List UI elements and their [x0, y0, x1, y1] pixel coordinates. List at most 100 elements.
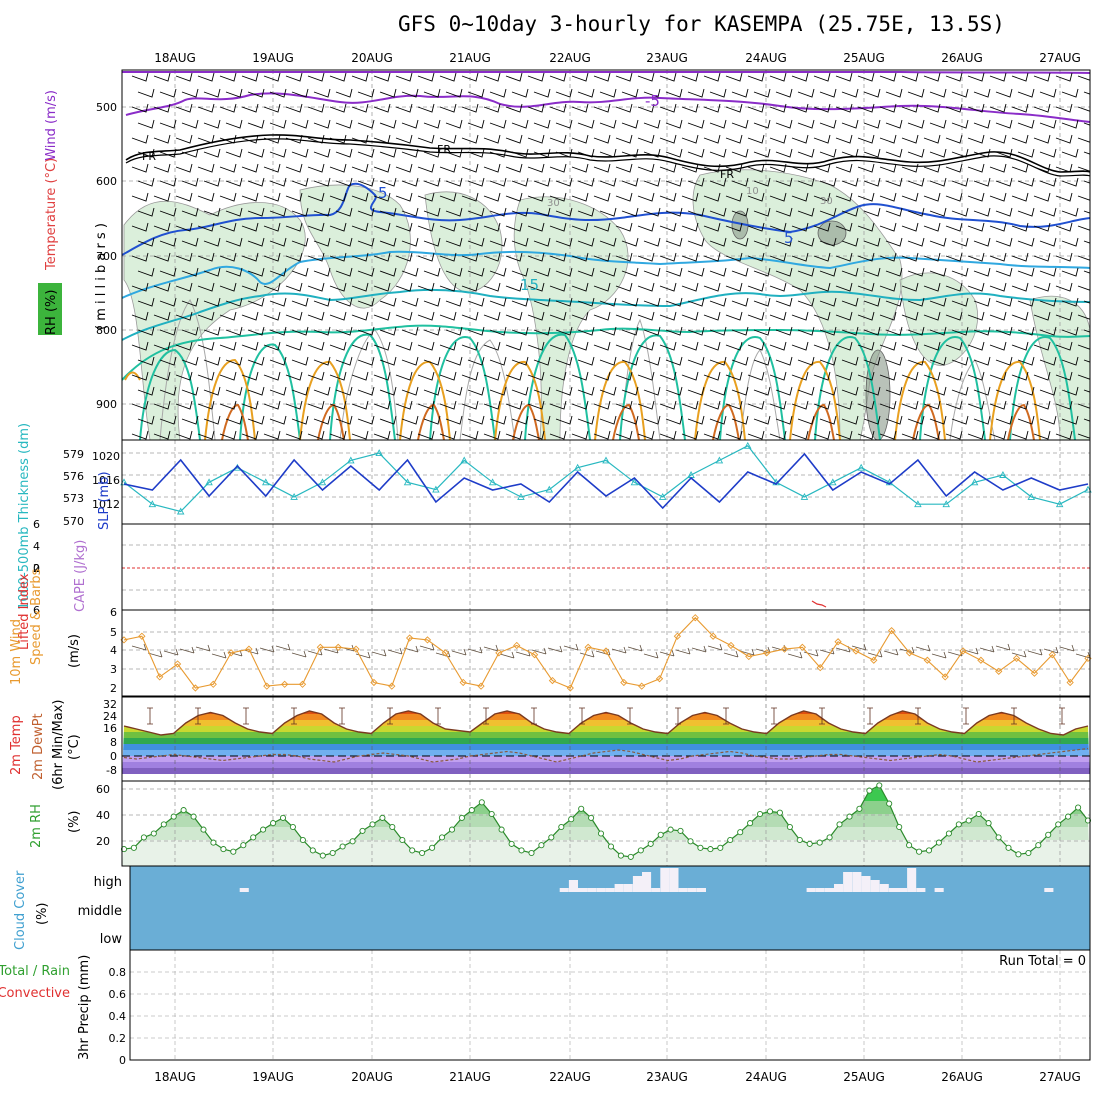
wind-speed-point: [1048, 651, 1056, 659]
barb-upper: [813, 311, 831, 321]
barb-upper: [879, 222, 897, 232]
barb-upper: [775, 88, 793, 98]
minmax-tick: [435, 707, 441, 725]
barb-upper: [225, 207, 243, 217]
barb-10m: [931, 651, 947, 659]
barb-upper: [351, 163, 369, 173]
barb-upper: [753, 207, 771, 217]
barb-upper: [967, 192, 985, 202]
barb-upper: [225, 237, 243, 247]
barb-upper: [489, 177, 507, 187]
barb-upper: [951, 237, 969, 247]
wind-speed-point: [441, 649, 449, 657]
barb-upper: [665, 88, 683, 98]
barb-upper: [137, 207, 155, 217]
barb-upper: [687, 326, 705, 336]
barb-upper: [549, 72, 567, 82]
barb-upper: [461, 282, 479, 292]
barb-upper: [269, 267, 287, 277]
barb-10m: [915, 644, 931, 652]
label-rh10: 10: [746, 186, 759, 197]
barb-upper: [307, 311, 325, 321]
cloud-bar: [834, 884, 844, 892]
barb-upper: [439, 72, 457, 82]
barb-upper: [923, 371, 941, 381]
barb-upper: [593, 282, 611, 292]
barb-upper: [593, 192, 611, 202]
rh-point: [190, 813, 197, 820]
barb-upper: [247, 148, 265, 158]
barb-upper: [285, 192, 303, 202]
barb-upper: [423, 297, 441, 307]
barb-upper: [615, 103, 633, 113]
barb-upper: [615, 371, 633, 381]
barb-upper: [1011, 222, 1029, 232]
barb-upper: [1039, 326, 1057, 336]
barb-upper: [791, 222, 809, 232]
barb-upper: [247, 326, 265, 336]
barb-upper: [819, 386, 837, 396]
barb-upper: [153, 311, 171, 321]
barb-upper: [527, 371, 545, 381]
barb-upper: [907, 267, 925, 277]
barb-upper: [351, 341, 369, 351]
barb-upper: [505, 222, 523, 232]
rh-point: [856, 805, 863, 812]
barb-upper: [731, 386, 749, 396]
barb-upper: [945, 252, 963, 262]
barb-upper: [489, 415, 507, 425]
barb-upper: [1011, 430, 1029, 440]
barb-upper: [291, 356, 309, 366]
barb-upper: [725, 311, 743, 321]
barb-upper: [923, 430, 941, 440]
barb-upper: [329, 282, 347, 292]
barb-upper: [659, 222, 677, 232]
barb-upper: [483, 311, 501, 321]
barb-upper: [571, 103, 589, 113]
rh-point: [836, 821, 843, 828]
barb-upper: [203, 297, 221, 307]
barb-upper: [791, 430, 809, 440]
barb-upper: [417, 371, 435, 381]
temp-band: [122, 756, 1090, 762]
barb-upper: [555, 356, 573, 366]
barb-upper: [731, 237, 749, 247]
rh-point: [210, 839, 217, 846]
barb-upper: [445, 177, 463, 187]
barb-10m: [579, 650, 595, 658]
barb-upper: [901, 134, 919, 144]
barb-upper: [423, 119, 441, 129]
barb-upper: [439, 103, 457, 113]
wind-speed-point: [584, 643, 592, 651]
barb-upper: [769, 192, 787, 202]
barb-upper: [973, 119, 991, 129]
barb-upper: [973, 88, 991, 98]
barb-upper: [247, 237, 265, 247]
barb-upper: [307, 282, 325, 292]
barb-upper: [841, 148, 859, 158]
barb-upper: [797, 177, 815, 187]
ytick-1020: 1020: [92, 450, 120, 463]
barb-upper: [175, 163, 193, 173]
barb-upper: [687, 119, 705, 129]
barb-upper: [1011, 282, 1029, 292]
barb-upper: [225, 88, 243, 98]
barb-upper: [621, 148, 639, 158]
barb-upper: [1017, 356, 1035, 366]
barb-upper: [373, 134, 391, 144]
barb-upper: [241, 103, 259, 113]
wind-speed-point: [352, 645, 360, 653]
ytick-w5: 5: [110, 626, 117, 639]
thickness-point: [205, 478, 213, 486]
barb-upper: [681, 72, 699, 82]
barb-upper: [379, 356, 397, 366]
thickness-point: [403, 478, 412, 486]
temp-band: [122, 744, 1090, 750]
barb-upper: [973, 207, 991, 217]
barb-upper: [373, 371, 391, 381]
date-top-25AUG: 25AUG: [843, 51, 885, 65]
thickness-point: [999, 471, 1007, 478]
barb-upper: [571, 134, 589, 144]
wind-speed-point: [887, 627, 896, 635]
barb-upper: [379, 177, 397, 187]
